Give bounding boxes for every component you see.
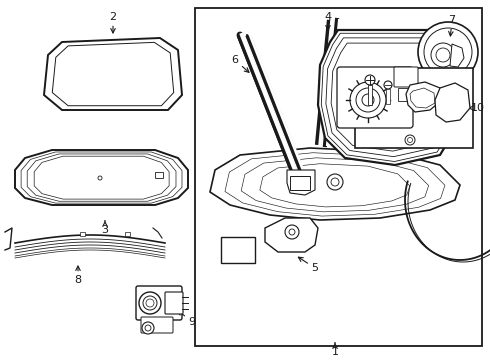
FancyBboxPatch shape: [397, 87, 415, 100]
Circle shape: [145, 325, 151, 331]
Bar: [125, 232, 130, 236]
FancyBboxPatch shape: [165, 292, 183, 314]
Circle shape: [408, 138, 413, 143]
Circle shape: [350, 82, 386, 118]
Circle shape: [405, 135, 415, 145]
FancyBboxPatch shape: [136, 286, 182, 320]
Circle shape: [418, 22, 478, 82]
Bar: [155, 172, 163, 178]
Polygon shape: [44, 38, 182, 110]
Circle shape: [384, 81, 392, 89]
Text: 5: 5: [298, 257, 318, 273]
Circle shape: [98, 176, 102, 180]
Text: 4: 4: [324, 12, 332, 30]
FancyBboxPatch shape: [290, 176, 310, 190]
FancyBboxPatch shape: [386, 89, 390, 104]
Text: 10: 10: [468, 103, 485, 113]
Text: 3: 3: [101, 221, 108, 235]
FancyBboxPatch shape: [337, 67, 413, 128]
Polygon shape: [318, 30, 458, 165]
Polygon shape: [406, 82, 442, 112]
Text: 8: 8: [74, 266, 81, 285]
Text: 1: 1: [332, 343, 339, 357]
Bar: [80, 232, 85, 236]
Polygon shape: [265, 218, 318, 252]
Polygon shape: [435, 83, 470, 122]
Text: 9: 9: [178, 311, 196, 327]
Circle shape: [431, 43, 455, 67]
Polygon shape: [450, 44, 464, 67]
Text: 7: 7: [448, 15, 456, 36]
Text: 6: 6: [231, 55, 249, 72]
FancyBboxPatch shape: [368, 85, 372, 105]
Bar: [355, 68, 473, 148]
Circle shape: [331, 178, 339, 186]
FancyBboxPatch shape: [141, 317, 173, 333]
Circle shape: [142, 322, 154, 334]
Circle shape: [365, 75, 375, 85]
FancyBboxPatch shape: [221, 237, 255, 263]
Polygon shape: [287, 170, 315, 195]
Circle shape: [327, 174, 343, 190]
Polygon shape: [15, 150, 188, 205]
Bar: [195, 8, 482, 346]
Circle shape: [362, 94, 374, 106]
Circle shape: [146, 299, 154, 307]
Text: 2: 2: [109, 12, 117, 33]
Circle shape: [289, 229, 295, 235]
Circle shape: [143, 296, 157, 310]
Circle shape: [139, 292, 161, 314]
Polygon shape: [210, 148, 460, 220]
FancyBboxPatch shape: [394, 67, 418, 87]
Circle shape: [285, 225, 299, 239]
